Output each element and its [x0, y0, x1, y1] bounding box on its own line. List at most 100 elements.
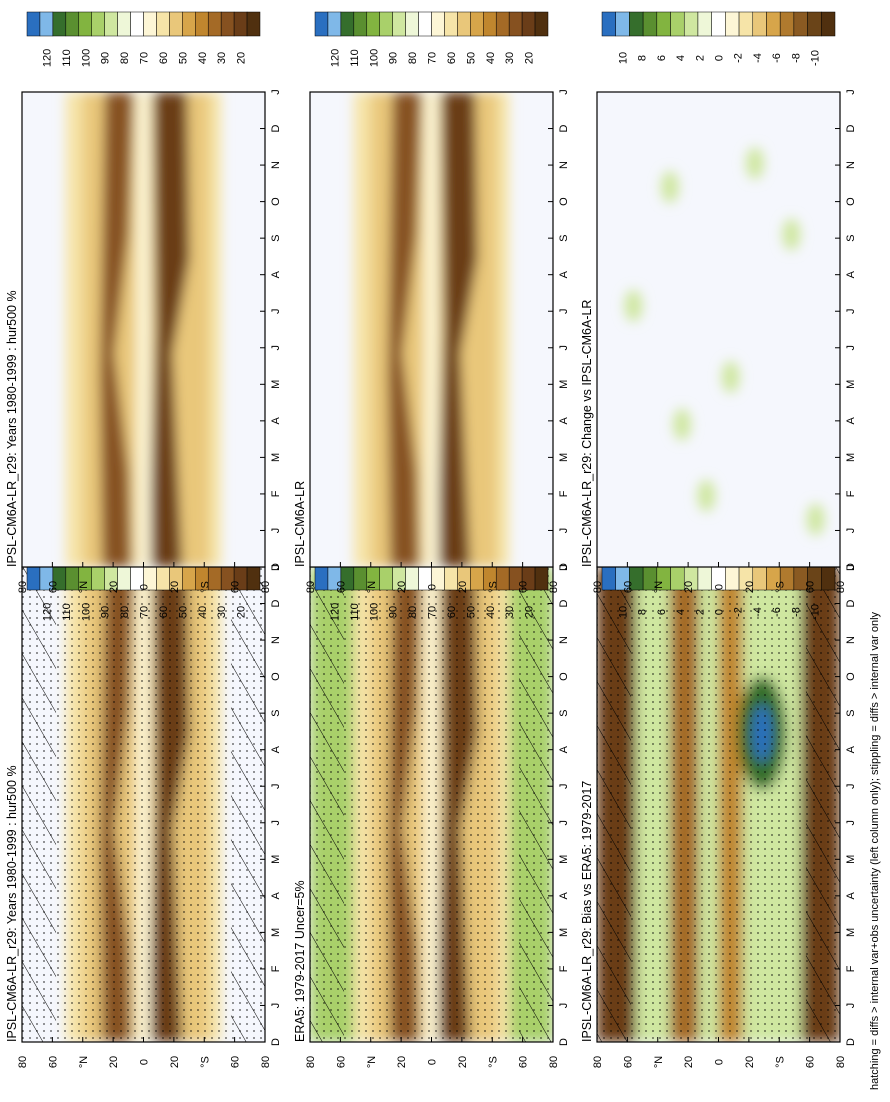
colorbar-tick-label: 30	[216, 606, 228, 618]
month-tick-label: M	[558, 453, 570, 462]
hatching-overlay	[22, 567, 57, 1042]
month-tick-label: J	[270, 528, 282, 534]
colorbar-swatch	[670, 11, 685, 37]
colorbar-tick-label: 40	[485, 52, 497, 64]
month-tick-label: D	[845, 125, 857, 133]
lat-tick-label: 0	[427, 1059, 439, 1065]
colorbar-swatch	[156, 565, 170, 591]
colorbar-tick-label: 120	[329, 603, 341, 621]
colorbar-tick-label: 50	[465, 52, 477, 64]
colorbar-swatch	[392, 11, 406, 37]
lat-tick-label: °S	[774, 581, 786, 593]
month-tick-label: D	[558, 563, 570, 571]
panel-model-left: IPSL-CM6A-LR_r29: Years 1980-1999 : hur5…	[5, 564, 282, 1068]
month-tick-label: S	[270, 709, 282, 716]
lat-tick-label: 80	[835, 1056, 847, 1068]
colorbar-tick-label: 80	[407, 52, 419, 64]
lat-tick-label: 20	[169, 581, 181, 593]
colorbar-tick-label: 100	[80, 49, 92, 67]
colorbar-tick-label: 80	[407, 606, 419, 618]
month-tick-label: J	[558, 1003, 570, 1009]
month-tick-label: J	[845, 308, 857, 314]
month-tick-label: J	[558, 564, 570, 570]
lat-tick-label: 60	[230, 581, 242, 593]
colorbar-swatch	[182, 11, 196, 37]
colorbar-tick-label: -2	[733, 53, 745, 63]
lat-tick-label: 80	[305, 581, 317, 593]
month-tick-label: D	[558, 125, 570, 133]
colorbar-swatch	[143, 11, 157, 37]
colorbar-tick-label: 0	[714, 609, 726, 615]
month-tick-label: M	[845, 453, 857, 462]
field-layer	[310, 92, 553, 567]
colorbar-tick-label: 20	[236, 52, 248, 64]
colorbar-swatch	[793, 11, 808, 37]
hatching-overlay	[310, 567, 345, 1042]
colorbar-swatch	[405, 11, 419, 37]
footer-note: hatching = diffs > internal var+obs unce…	[869, 611, 881, 1090]
lat-tick-label: 80	[17, 581, 29, 593]
month-tick-label: J	[558, 820, 570, 826]
lat-tick-label: °N	[366, 1056, 378, 1068]
month-tick-label: J	[845, 820, 857, 826]
month-tick-label: N	[270, 161, 282, 169]
colorbar-swatch	[220, 11, 235, 37]
colorbar-swatch	[711, 11, 726, 37]
colorbar-tick-label: 30	[216, 52, 228, 64]
panel-bias: IPSL-CM6A-LR_r29: Bias vs ERA5: 1979-201…	[580, 564, 857, 1068]
colorbar-tick-label: 110	[61, 603, 73, 621]
lat-tick-label: 60	[335, 581, 347, 593]
month-tick-label: A	[270, 892, 282, 900]
stippling-overlay	[22, 567, 265, 1042]
panel-title: IPSL-CM6A-LR	[293, 481, 307, 567]
colorbar-tick-label: -8	[790, 607, 802, 617]
month-tick-label: S	[845, 709, 857, 716]
colorbar: 10 8 6 4 2 0 -2 -4 -6 -8 -10	[601, 565, 836, 620]
colorbar-tick-label: 10	[618, 52, 630, 64]
month-tick-label: O	[558, 197, 570, 206]
month-tick-label: F	[845, 490, 857, 497]
lat-tick-label: 80	[260, 581, 272, 593]
lat-tick-label: 80	[592, 581, 604, 593]
month-tick-label: F	[270, 965, 282, 972]
field-layer	[22, 92, 265, 567]
panel-title: IPSL-CM6A-LR_r29: Change vs IPSL-CM6A-LR	[580, 300, 594, 567]
colorbar-tick-label: 60	[158, 52, 170, 64]
colorbar-tick-label: 80	[119, 52, 131, 64]
colorbar-tick-label: 4	[675, 55, 687, 61]
colorbar-swatch	[615, 11, 630, 37]
lat-tick-label: 60	[335, 1056, 347, 1068]
colorbar-tick-label: 2	[694, 55, 706, 61]
month-tick-label: O	[270, 197, 282, 206]
lat-tick-label: 20	[396, 1056, 408, 1068]
month-tick-label: N	[270, 636, 282, 644]
lat-tick-label: 20	[457, 581, 469, 593]
panel-title: IPSL-CM6A-LR_r29: Years 1980-1999 : hur5…	[5, 290, 19, 567]
colorbar-tick-label: -6	[771, 607, 783, 617]
colorbar-swatch	[495, 11, 510, 37]
lat-tick-label: °N	[78, 581, 90, 593]
colorbar-swatch	[683, 11, 699, 37]
colorbar-tick-label: 60	[158, 606, 170, 618]
colorbar-tick-label: -10	[809, 604, 821, 620]
month-tick-label: D	[845, 563, 857, 571]
lat-tick-label: °S	[199, 1056, 211, 1068]
colorbar-swatch	[91, 565, 105, 591]
month-tick-label: J	[845, 345, 857, 351]
month-tick-label: N	[845, 161, 857, 169]
lat-tick-label: 0	[139, 1059, 151, 1065]
month-tick-label: S	[270, 234, 282, 241]
month-tick-label: N	[558, 161, 570, 169]
month-tick-label: F	[558, 490, 570, 497]
month-tick-label: M	[845, 855, 857, 864]
lat-tick-label: 20	[683, 1056, 695, 1068]
panel-title: IPSL-CM6A-LR_r29: Years 1980-1999 : hur5…	[5, 765, 19, 1042]
colorbar-swatch	[444, 11, 458, 37]
lat-tick-label: 20	[683, 581, 695, 593]
lat-tick-label: 80	[835, 581, 847, 593]
colorbar-tick-label: 40	[197, 606, 209, 618]
month-tick-label: D	[270, 600, 282, 608]
lat-tick-label: 60	[622, 581, 634, 593]
month-tick-label: A	[558, 745, 570, 753]
